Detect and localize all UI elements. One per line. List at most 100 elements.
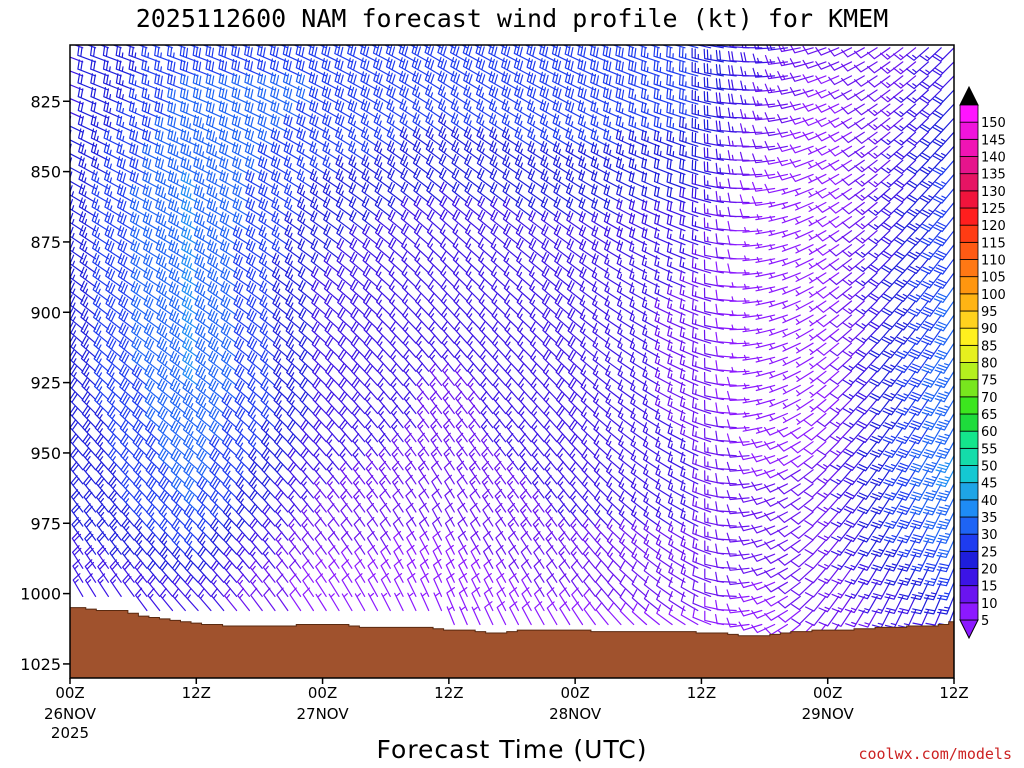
wind-barb — [704, 540, 724, 555]
wind-barb — [444, 502, 455, 527]
wind-barb — [869, 412, 891, 430]
wind-barb — [565, 141, 584, 161]
wind-barb — [932, 47, 954, 62]
wind-barb — [481, 474, 494, 499]
wind-barb — [117, 253, 135, 274]
wind-barb — [854, 89, 878, 102]
wind-barb — [935, 427, 954, 445]
wind-barb — [922, 455, 942, 473]
wind-barb — [818, 609, 840, 627]
wind-barb — [84, 545, 97, 569]
wind-barb — [579, 280, 596, 302]
wind-barb — [335, 140, 353, 161]
wind-barb — [309, 155, 327, 175]
wind-barb — [464, 154, 481, 175]
wind-barb — [270, 169, 289, 190]
wind-barb — [505, 377, 519, 401]
wind-barb — [829, 427, 853, 442]
wind-barb — [388, 223, 404, 246]
wind-barb — [881, 300, 904, 316]
wind-barb — [738, 607, 763, 617]
wind-barb — [881, 328, 904, 345]
wind-barb — [194, 239, 212, 260]
wind-barb — [244, 72, 263, 91]
wind-barb — [168, 295, 186, 316]
wind-barb — [520, 559, 532, 583]
wind-barb — [922, 441, 942, 459]
wind-barb — [803, 427, 827, 441]
wind-barb — [604, 295, 622, 316]
wind-barb — [514, 140, 532, 161]
wind-barb — [131, 308, 148, 330]
wind-barb — [653, 60, 673, 77]
wind-barb — [285, 350, 302, 372]
wind-barb — [869, 384, 891, 401]
wind-barb — [817, 553, 840, 570]
wind-barb — [95, 461, 109, 485]
wind-barb — [86, 45, 97, 49]
wind-barb — [432, 544, 443, 569]
wind-barb — [257, 72, 276, 91]
colorbar-swatch — [959, 138, 979, 157]
wind-barb — [295, 45, 314, 63]
wind-barb — [556, 433, 571, 457]
wind-barb — [692, 551, 712, 569]
wind-barb — [818, 567, 840, 584]
wind-barb — [715, 599, 737, 612]
wind-barb — [77, 45, 97, 63]
x-tick-label: 12Z — [182, 684, 211, 702]
wind-barb — [715, 557, 737, 569]
wind-barb — [129, 197, 148, 218]
wind-barb — [828, 117, 853, 128]
wind-barb — [171, 504, 186, 527]
wind-barb — [221, 420, 238, 443]
wind-barb — [727, 192, 750, 204]
wind-barb — [404, 460, 417, 485]
wind-barb — [363, 307, 379, 330]
wind-barb — [373, 126, 391, 147]
wind-barb — [580, 364, 596, 386]
wind-barb — [817, 469, 840, 485]
wind-barb — [182, 406, 199, 429]
wind-barb — [70, 510, 71, 513]
wind-barb — [207, 239, 225, 260]
wind-barb — [618, 518, 635, 541]
wind-barb — [830, 469, 853, 485]
wind-barb — [154, 87, 174, 105]
wind-barb — [415, 321, 430, 344]
colorbar-label-85: 85 — [981, 339, 998, 354]
wind-barb — [70, 300, 71, 302]
wind-barb — [122, 573, 135, 597]
credit-link[interactable]: coolwx.com/models — [858, 745, 1012, 763]
wind-barb — [841, 131, 865, 144]
wind-barb — [641, 171, 660, 190]
wind-barb — [451, 181, 468, 204]
wind-barb — [256, 45, 276, 63]
wind-barb — [703, 62, 724, 77]
wind-barb — [881, 272, 904, 288]
wind-barb — [464, 209, 481, 232]
wind-barb — [496, 587, 507, 612]
wind-barb — [70, 433, 84, 457]
wind-barb — [680, 465, 699, 485]
wind-barb — [488, 85, 507, 105]
wind-barb — [855, 328, 878, 344]
wind-barb — [400, 195, 417, 218]
wind-barb — [90, 142, 109, 161]
wind-barb — [842, 328, 865, 343]
wind-barb — [922, 469, 942, 487]
wind-barb — [868, 272, 891, 288]
wind-barb — [680, 535, 699, 555]
wind-barb — [591, 239, 609, 260]
wind-barb — [795, 356, 814, 368]
wind-barb — [907, 300, 929, 317]
wind-barb — [919, 131, 942, 147]
wind-barb — [194, 323, 212, 344]
wind-barb — [117, 197, 135, 218]
wind-barb — [768, 314, 788, 322]
wind-barb — [582, 517, 596, 541]
wind-barb — [426, 195, 443, 218]
wind-barb — [218, 72, 238, 91]
wind-barb — [789, 115, 814, 125]
wind-barb — [816, 370, 840, 385]
